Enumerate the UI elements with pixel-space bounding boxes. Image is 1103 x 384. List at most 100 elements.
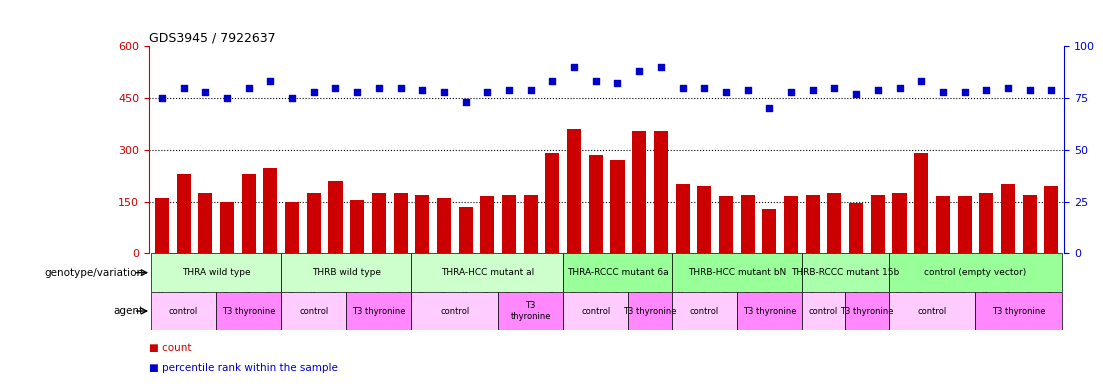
Bar [264,168,278,253]
Point [782,89,800,95]
Point [544,78,561,84]
Point [717,89,735,95]
Text: T3
thyronine: T3 thyronine [511,301,552,321]
Bar [281,253,411,292]
Point [587,78,604,84]
Bar [889,253,1062,292]
Bar [394,193,408,253]
Point [349,89,366,95]
Bar [849,204,864,253]
Text: GDS3945 / 7922637: GDS3945 / 7922637 [149,32,276,45]
Bar [411,292,499,330]
Bar [784,196,799,253]
Point [739,86,757,93]
Point [457,99,474,105]
Bar [802,253,889,292]
Bar [675,184,689,253]
Bar [154,198,169,253]
Bar [350,200,364,253]
Text: T3 thyronine: T3 thyronine [992,306,1046,316]
Point [500,86,517,93]
Bar [437,198,451,253]
Bar [329,181,343,253]
Bar [697,186,711,253]
Bar [845,292,889,330]
Point [261,78,279,84]
Point [1021,86,1039,93]
Bar [870,195,885,253]
Bar [827,193,842,253]
Text: agent: agent [114,306,143,316]
Bar [346,292,411,330]
Point [414,86,431,93]
Bar [737,292,802,330]
Point [1042,86,1060,93]
Bar [914,153,929,253]
Point [956,89,974,95]
Point [479,89,496,95]
Point [977,86,995,93]
Point [609,80,627,86]
Bar [502,195,516,253]
Bar [199,193,213,253]
Bar [151,292,216,330]
Bar [762,209,777,253]
Text: control: control [581,306,610,316]
Point [826,84,844,91]
Text: THRA-HCC mutant al: THRA-HCC mutant al [441,268,534,277]
Text: ■ percentile rank within the sample: ■ percentile rank within the sample [149,362,338,373]
Text: T3 thyronine: T3 thyronine [352,306,406,316]
Text: T3 thyronine: T3 thyronine [742,306,796,316]
Text: THRB-RCCC mutant 15b: THRB-RCCC mutant 15b [791,268,899,277]
Point [392,84,409,91]
Point [522,86,539,93]
Bar [151,253,281,292]
Text: control: control [299,306,329,316]
Bar [524,195,538,253]
Bar [1022,195,1037,253]
Text: T3 thyronine: T3 thyronine [222,306,276,316]
Point [674,84,692,91]
Point [283,95,301,101]
Bar [979,193,994,253]
Point [847,91,865,97]
Point [869,86,887,93]
Point [326,84,344,91]
Bar [719,196,733,253]
Point [435,89,452,95]
Bar [957,196,972,253]
Bar [307,193,321,253]
Point [565,64,582,70]
Bar [589,155,603,253]
Point [196,89,214,95]
Text: control (empty vector): control (empty vector) [924,268,1027,277]
Point [912,78,930,84]
Bar [564,253,672,292]
Bar [242,174,256,253]
Point [652,64,670,70]
Text: ■ count: ■ count [149,343,192,353]
Bar [935,196,950,253]
Point [174,84,192,91]
Bar [740,195,754,253]
Bar [545,153,559,253]
Text: genotype/variation: genotype/variation [44,268,143,278]
Text: THRA wild type: THRA wild type [182,268,250,277]
Bar [672,253,802,292]
Bar [415,195,429,253]
Point [934,89,952,95]
Bar [672,292,737,330]
Bar [480,196,494,253]
Point [891,84,909,91]
Bar [632,131,646,253]
Text: control: control [918,306,946,316]
Bar [459,207,473,253]
Point [153,95,171,101]
Bar [285,202,299,253]
Text: THRA-RCCC mutant 6a: THRA-RCCC mutant 6a [567,268,668,277]
Point [696,84,714,91]
Point [239,84,257,91]
Text: control: control [169,306,199,316]
Point [999,84,1017,91]
Bar [567,129,581,253]
